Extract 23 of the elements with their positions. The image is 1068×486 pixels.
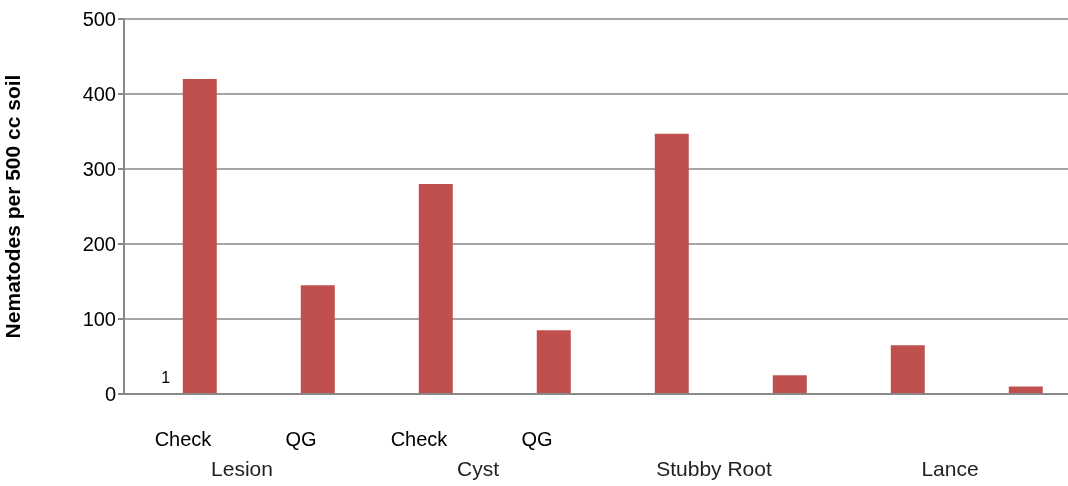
y-tick-label: 300 [82,158,116,181]
bar [418,184,453,394]
text: Lance [920,457,980,481]
data-label: 1 [161,369,171,387]
y-tick-label: 200 [82,233,116,256]
text: Cyst [456,457,500,481]
text: Stubby Root [655,457,773,481]
y-axis-title: Nematodes per 500 cc soil [1,74,25,339]
bar [654,133,689,394]
x-tick-label: QG [521,428,553,451]
x-tick-label: Check [154,428,213,451]
y-tick-label: 100 [82,308,116,331]
y-tick-label: 0 [104,383,116,406]
bar [536,330,571,394]
bar [300,285,335,394]
bar [890,345,925,394]
x-tick-label: Check [390,428,449,451]
y-tick-label: 400 [82,83,116,106]
bar [772,375,807,394]
x-tick-label: QG [285,428,317,451]
bar [182,79,217,394]
y-tick-label: 500 [82,8,116,31]
text: Lesion [210,457,274,481]
